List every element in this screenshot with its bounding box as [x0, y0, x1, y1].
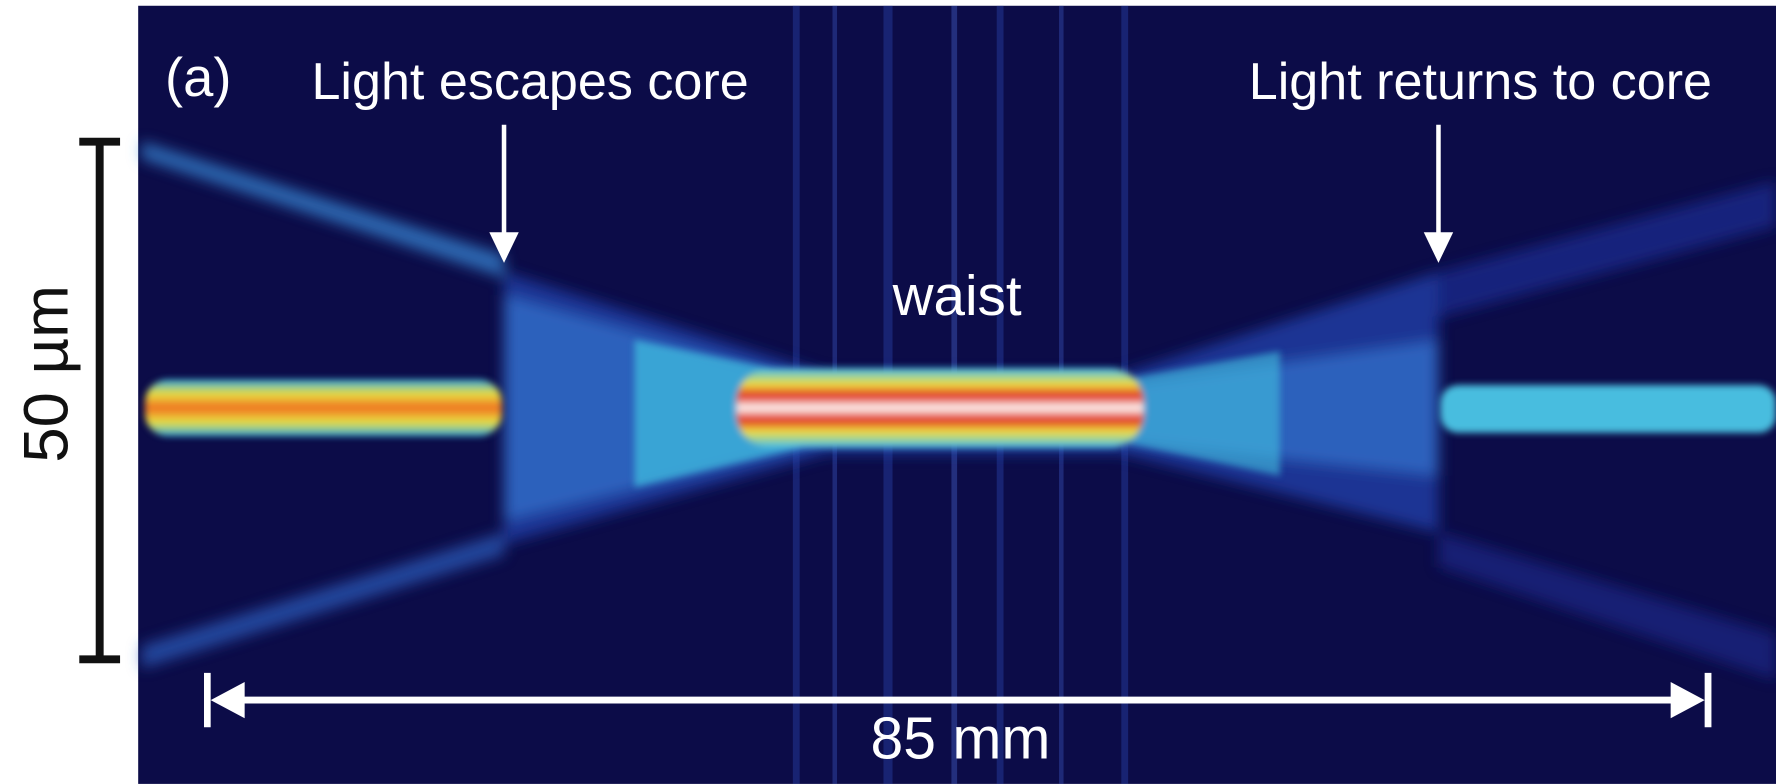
page: {"panel": {"label": "(a)"}, "annotations…: [0, 0, 1776, 784]
horizontal-scale-label: 85 mm: [871, 707, 1051, 772]
annotation: waist: [892, 265, 1022, 328]
figure: (a) Light escapes core Light returns to …: [0, 0, 1776, 784]
vertical-scale-label: 50 µm: [12, 285, 82, 462]
panel-label: (a): [165, 47, 231, 108]
annotation: Light escapes core: [311, 53, 748, 111]
vertical-scale-bar: [79, 142, 120, 660]
intensity-image: [138, 6, 1776, 784]
annotation: Light returns to core: [1249, 53, 1712, 111]
